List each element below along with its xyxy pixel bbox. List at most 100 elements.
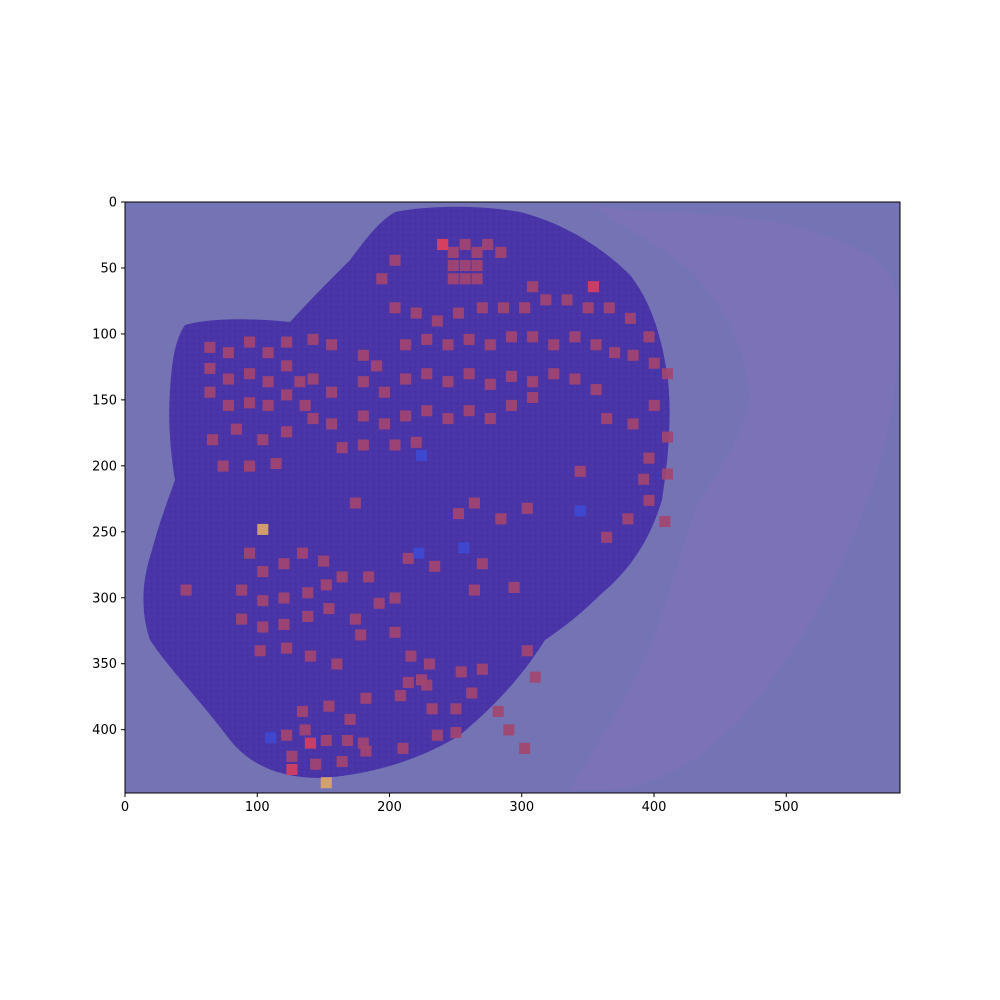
heatmap-cell-high	[257, 595, 269, 607]
heatmap-cell-high	[497, 302, 510, 314]
heatmap-cell-high	[326, 339, 338, 351]
heatmap-cell-high	[447, 246, 459, 258]
heatmap-cell-high	[459, 273, 471, 285]
heatmap-cell-high	[326, 418, 338, 430]
heatmap-cell-high	[373, 597, 385, 609]
x-tick-label: 400	[642, 800, 667, 815]
heatmap-cell-high	[468, 497, 480, 509]
heatmap-cell-high	[204, 362, 216, 374]
heatmap-cell-high	[648, 399, 660, 411]
heatmap-cell-high	[484, 378, 496, 390]
heatmap-cell-high	[378, 386, 391, 398]
heatmap-cell-high	[527, 376, 539, 388]
heatmap-cell-high	[236, 584, 248, 596]
heatmap-cell-high	[627, 418, 639, 430]
heatmap-cell-high	[431, 315, 443, 327]
tissue-texture	[143, 206, 670, 778]
heatmap-cell-high	[204, 386, 216, 398]
heatmap-cell-high	[244, 368, 256, 380]
heatmap-cell-high	[400, 339, 412, 351]
heatmap-cell-high	[244, 336, 256, 348]
heatmap-cell-warm	[257, 523, 269, 535]
heatmap-cell-high	[370, 360, 383, 372]
heatmap-cells	[180, 238, 674, 789]
heatmap-cell-low	[415, 450, 428, 462]
heatmap-cell-high	[421, 405, 433, 417]
heatmap-cell-high	[281, 389, 293, 401]
heatmap-cell-high	[360, 745, 372, 757]
heatmap-cell-high	[521, 502, 533, 514]
x-tick-label: 100	[245, 800, 270, 815]
heatmap-cell-high	[320, 734, 332, 747]
heatmap-cell-high	[423, 658, 435, 670]
heatmap-cell-high	[495, 513, 507, 525]
heatmap-cell-high	[281, 642, 293, 654]
heatmap-cell-high	[590, 384, 602, 396]
heatmap-cell-high	[378, 418, 391, 430]
heatmap-cell-high	[471, 260, 483, 272]
heatmap-cell-high	[442, 413, 454, 425]
heatmap-cell-high	[318, 555, 330, 567]
heatmap-cell-high	[357, 439, 369, 451]
heatmap-cell-high	[244, 397, 256, 409]
heatmap-cell-peak	[437, 238, 449, 250]
heatmap-cell-high	[326, 386, 338, 398]
heatmap-cell-high	[355, 629, 367, 641]
heatmap-cell-high	[270, 457, 282, 469]
heatmap-cell-high	[476, 302, 488, 314]
heatmap-cell-high	[450, 703, 462, 715]
heatmap-cell-high	[484, 413, 496, 425]
heatmap-cell-high	[307, 373, 319, 385]
heatmap-cell-high	[476, 663, 488, 675]
heatmap-cell-high	[661, 368, 674, 380]
heatmap-cell-high	[442, 339, 454, 351]
heatmap-cell-high	[529, 671, 541, 683]
heatmap-cell-high	[442, 376, 454, 388]
heatmap-cell-low	[265, 732, 277, 744]
heatmap-cell-high	[323, 603, 335, 615]
heatmap-cell-high	[341, 734, 353, 747]
heatmap-cell-high	[217, 460, 229, 472]
heatmap-cell-high	[603, 302, 615, 314]
heatmap-cell-high	[508, 581, 520, 593]
heatmap-cell-high	[447, 260, 459, 272]
heatmap-cell-high	[476, 558, 488, 570]
heatmap-cell-high	[389, 439, 401, 451]
heatmap-cell-high	[527, 331, 539, 343]
heatmap-cell-high	[643, 331, 655, 343]
heatmap-cell-high	[397, 742, 409, 754]
y-tick-label: 250	[92, 525, 117, 540]
heatmap-cell-high	[302, 610, 314, 623]
heatmap-cell-high	[452, 307, 465, 319]
heatmap-cell-high	[400, 373, 412, 385]
heatmap-cell-high	[402, 552, 414, 564]
heatmap-cell-high	[459, 238, 471, 250]
heatmap-cell-high	[262, 347, 274, 359]
heatmap-cell-high	[262, 376, 274, 388]
heatmap-cell-high	[296, 705, 309, 717]
heatmap-cell-high	[643, 494, 655, 506]
heatmap-cell-high	[254, 645, 266, 657]
heatmap-cell-high	[471, 246, 483, 258]
heatmap-cell-high	[463, 368, 475, 380]
heatmap-cell-high	[601, 531, 613, 543]
heatmap-cell-high	[204, 341, 216, 353]
heatmap-cell-high	[569, 373, 581, 385]
heatmap-cell-high	[643, 452, 655, 464]
heatmap-cell-high	[627, 349, 639, 361]
heatmap-cell-high	[648, 357, 660, 369]
heatmap-cell-high	[521, 645, 533, 657]
heatmap-cell-high	[286, 750, 298, 762]
y-tick-label: 400	[92, 723, 117, 738]
heatmap-cell-high	[349, 613, 361, 625]
heatmap-cell-high	[376, 273, 388, 285]
heatmap-cell-high	[344, 713, 356, 725]
heatmap-cell-high	[447, 273, 459, 285]
heatmap-cell-high	[281, 729, 293, 741]
heatmap-cell-high	[455, 666, 467, 678]
heatmap-cell-high	[296, 547, 309, 559]
heatmap-cell-high	[278, 618, 290, 630]
heatmap-cell-high	[360, 692, 372, 704]
heatmap-cell-high	[659, 515, 671, 528]
